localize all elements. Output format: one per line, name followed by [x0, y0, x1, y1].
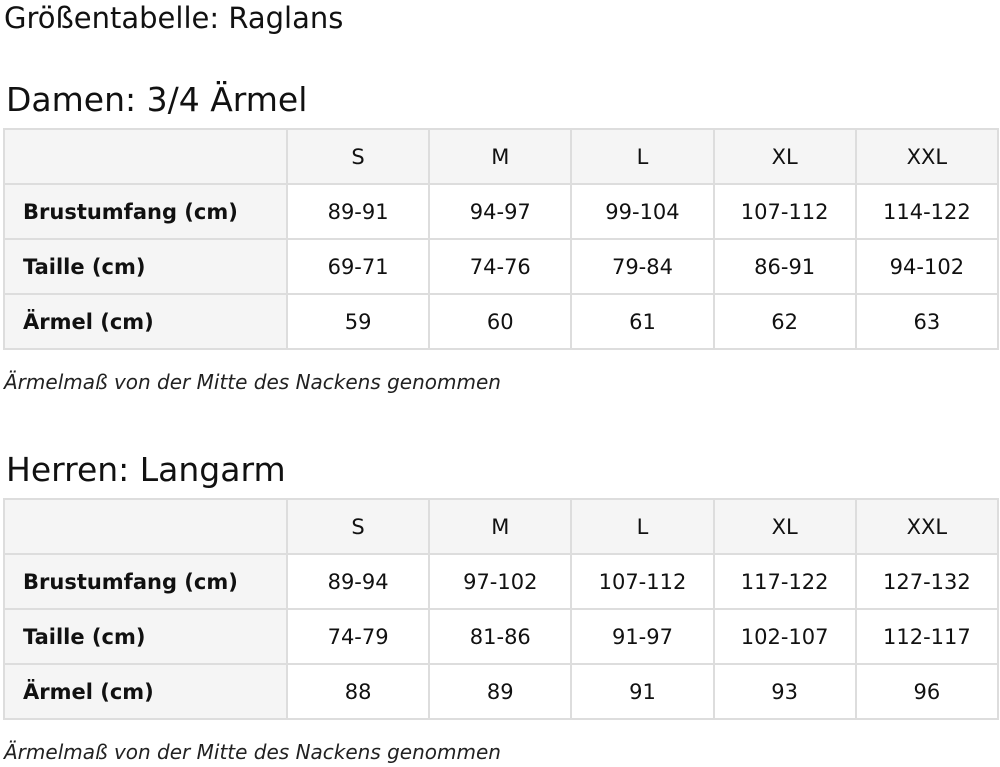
- size-header: L: [570, 128, 715, 185]
- table-cell: 79-84: [570, 238, 715, 295]
- table-cell: 102-107: [712, 608, 857, 665]
- table-cell: 60: [428, 293, 573, 350]
- row-label: Taille (cm): [3, 238, 288, 295]
- row-label: Taille (cm): [3, 608, 288, 665]
- table-cell: 91-97: [570, 608, 715, 665]
- size-table: S M L XL XXL Brustumfang (cm) 89-91 94-97 99-104…: [3, 128, 1000, 350]
- size-header: S: [285, 498, 431, 555]
- size-table: S M L XL XXL Brustumfang (cm) 89-94 97-102 107-1…: [3, 498, 1000, 720]
- table-row: Brustumfang (cm) 89-91 94-97 99-104 107-112 1…: [3, 183, 1000, 240]
- table-cell: 89-91: [285, 183, 431, 240]
- table-cell: 107-112: [570, 553, 715, 610]
- table-cell: 127-132: [854, 553, 1000, 610]
- table-row: Taille (cm) 74-79 81-86 91-97 102-107 112-117: [3, 608, 1000, 665]
- corner-cell: [3, 498, 288, 555]
- table-cell: 97-102: [428, 553, 573, 610]
- table-header-row: S M L XL XXL: [3, 128, 1000, 185]
- table-cell: 114-122: [854, 183, 1000, 240]
- table-row: Ärmel (cm) 88 89 91 93 96: [3, 663, 1000, 720]
- row-label: Ärmel (cm): [3, 293, 288, 350]
- table-cell: 61: [570, 293, 715, 350]
- table-cell: 91: [570, 663, 715, 720]
- table-cell: 107-112: [712, 183, 857, 240]
- table-cell: 86-91: [712, 238, 857, 295]
- size-header: M: [428, 128, 573, 185]
- table-cell: 99-104: [570, 183, 715, 240]
- table-row: Taille (cm) 69-71 74-76 79-84 86-91 94-102: [3, 238, 1000, 295]
- table-note: Ärmelmaß von der Mitte des Nackens genom…: [4, 740, 501, 764]
- size-header: S: [285, 128, 431, 185]
- table-cell: 89-94: [285, 553, 431, 610]
- table-cell: 69-71: [285, 238, 431, 295]
- size-header: XXL: [854, 498, 1000, 555]
- table-row: Brustumfang (cm) 89-94 97-102 107-112 117-12…: [3, 553, 1000, 610]
- size-header: L: [570, 498, 715, 555]
- table-cell: 89: [428, 663, 573, 720]
- table-cell: 62: [712, 293, 857, 350]
- size-header: XL: [712, 498, 857, 555]
- section-heading: Herren: Langarm: [6, 450, 286, 489]
- table-cell: 63: [854, 293, 1000, 350]
- table-cell: 94-102: [854, 238, 1000, 295]
- section-heading: Damen: 3/4 Ärmel: [6, 80, 308, 119]
- table-cell: 59: [285, 293, 431, 350]
- table-cell: 74-76: [428, 238, 573, 295]
- table-cell: 93: [712, 663, 857, 720]
- row-label: Brustumfang (cm): [3, 553, 288, 610]
- table-cell: 112-117: [854, 608, 1000, 665]
- row-label: Brustumfang (cm): [3, 183, 288, 240]
- table-row: Ärmel (cm) 59 60 61 62 63: [3, 293, 1000, 350]
- table-note: Ärmelmaß von der Mitte des Nackens genom…: [4, 370, 501, 394]
- size-header: XXL: [854, 128, 1000, 185]
- table-cell: 96: [854, 663, 1000, 720]
- row-label: Ärmel (cm): [3, 663, 288, 720]
- size-header: XL: [712, 128, 857, 185]
- table-cell: 94-97: [428, 183, 573, 240]
- table-cell: 74-79: [285, 608, 431, 665]
- size-header: M: [428, 498, 573, 555]
- table-cell: 88: [285, 663, 431, 720]
- table-cell: 117-122: [712, 553, 857, 610]
- corner-cell: [3, 128, 288, 185]
- table-cell: 81-86: [428, 608, 573, 665]
- page-title: Größentabelle: Raglans: [4, 1, 344, 35]
- table-header-row: S M L XL XXL: [3, 498, 1000, 555]
